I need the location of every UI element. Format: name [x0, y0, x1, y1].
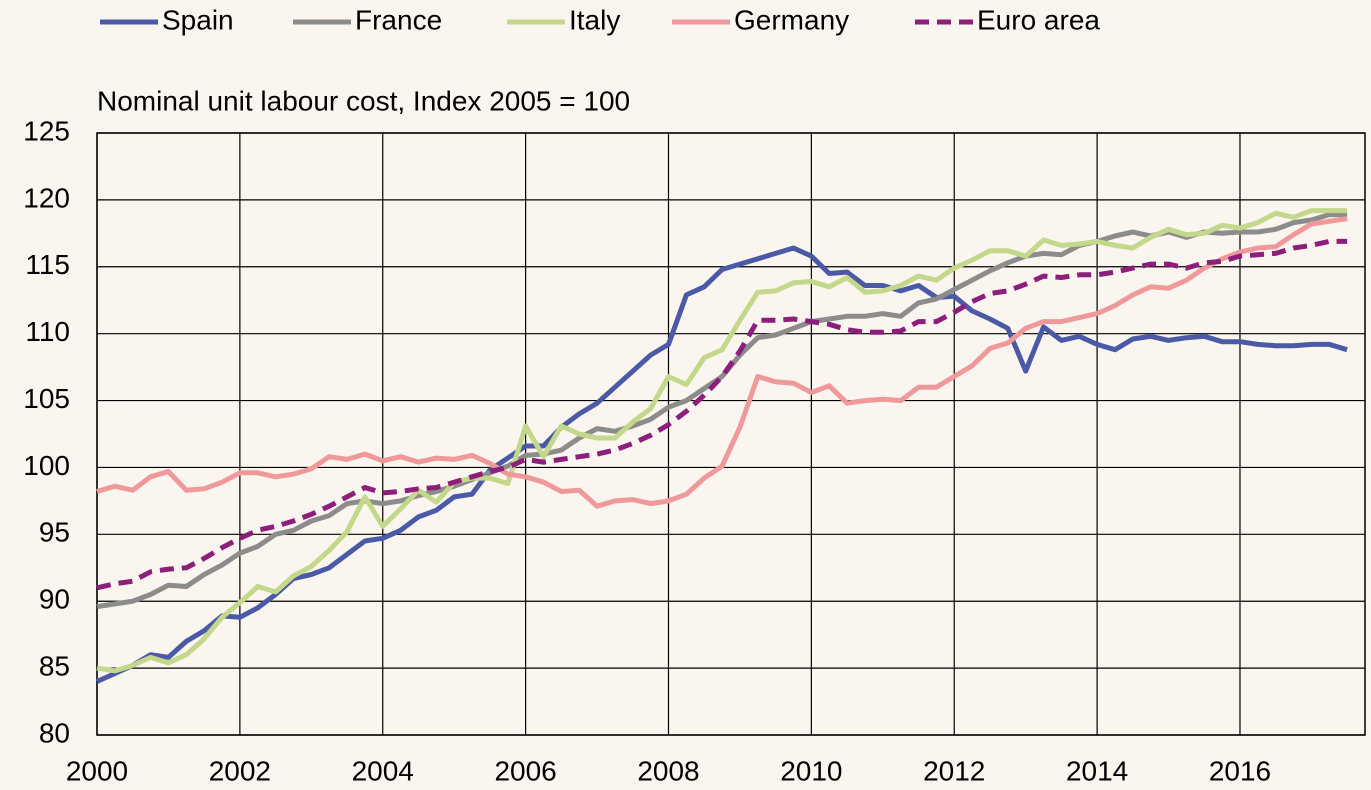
x-tick-label: 2006: [494, 755, 556, 786]
y-tick-label: 95: [39, 517, 70, 548]
y-axis-label: Nominal unit labour cost, Index 2005 = 1…: [97, 85, 630, 116]
y-tick-label: 115: [25, 249, 70, 280]
series-line: [96, 208, 1348, 674]
plot-frame: [96, 132, 1366, 736]
y-tick-label: 85: [39, 651, 70, 682]
x-tick-label: 2002: [209, 755, 271, 786]
y-tick-label: 100: [23, 450, 70, 481]
legend-label: France: [355, 4, 442, 35]
series-line: [96, 216, 1348, 509]
series-line: [95, 245, 1348, 684]
x-tick-label: 2000: [66, 755, 128, 786]
y-tick-label: 80: [39, 717, 70, 748]
x-tick-label: 2010: [780, 755, 842, 786]
y-tick-label: 125: [23, 115, 70, 146]
x-tick-label: 2012: [923, 755, 985, 786]
y-tick-label: 90: [39, 584, 70, 615]
series-line: [96, 212, 1348, 610]
x-tick-label: 2004: [352, 755, 414, 786]
x-tick-label: 2016: [1209, 755, 1271, 786]
legend-label: Italy: [569, 4, 620, 35]
legend-label: Spain: [162, 4, 234, 35]
legend-label: Germany: [734, 4, 849, 35]
legend-label: Euro area: [977, 4, 1100, 35]
series-line: [96, 238, 1348, 591]
x-tick-label: 2008: [637, 755, 699, 786]
x-tick-label: 2014: [1066, 755, 1128, 786]
y-tick-label: 110: [25, 316, 70, 347]
y-tick-label: 120: [23, 182, 70, 213]
y-tick-label: 105: [23, 383, 70, 414]
